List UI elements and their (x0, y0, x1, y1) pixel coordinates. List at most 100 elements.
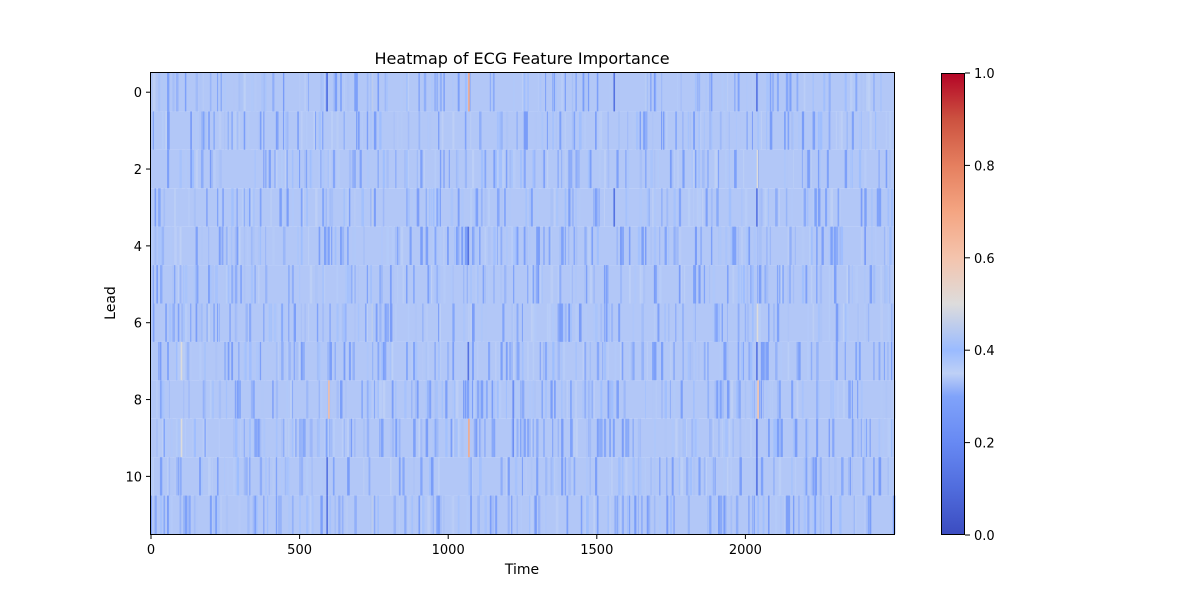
heatmap-cell (785, 495, 789, 534)
heatmap-cell (234, 303, 238, 342)
heatmap-cell (496, 226, 498, 266)
heatmap-cell (725, 149, 727, 189)
heatmap-cell (575, 418, 578, 458)
heatmap-cell (562, 303, 564, 342)
heatmap-cell (844, 149, 848, 189)
heatmap-cell (693, 380, 695, 419)
heatmap-cell (514, 418, 517, 458)
heatmap-cell (584, 380, 587, 419)
heatmap-cell (595, 111, 597, 150)
heatmap-cell (632, 341, 635, 381)
y-tick-label: 2 (134, 163, 142, 178)
heatmap-cell (354, 73, 357, 112)
heatmap-cell (261, 380, 265, 419)
heatmap-cell (306, 149, 308, 189)
heatmap-cell (764, 265, 767, 304)
heatmap-cell (377, 341, 380, 381)
heatmap-cell (381, 341, 383, 381)
heatmap-cell (470, 265, 472, 304)
heatmap-cell (318, 226, 321, 266)
heatmap-cell (855, 495, 857, 534)
heatmap-cell (878, 457, 882, 496)
heatmap-cell (644, 73, 648, 112)
heatmap-cell (393, 495, 397, 534)
heatmap-cell (500, 149, 503, 189)
heatmap-cell (159, 226, 163, 266)
heatmap-cell (329, 149, 331, 189)
heatmap-cell (873, 341, 875, 381)
heatmap-cell (200, 111, 204, 150)
heatmap-cell (710, 457, 713, 496)
heatmap-cell (573, 457, 576, 496)
heatmap-cell (268, 303, 271, 342)
heatmap-cell (653, 457, 656, 496)
heatmap-cell (710, 226, 713, 266)
heatmap-cell (245, 457, 248, 496)
heatmap-cell (869, 418, 871, 458)
heatmap-cell (400, 73, 403, 112)
heatmap-cell (323, 303, 327, 342)
heatmap-cell (204, 111, 207, 150)
heatmap-cell (858, 341, 861, 381)
heatmap-cell (625, 188, 628, 227)
heatmap-cell (220, 226, 223, 266)
heatmap-cell (889, 111, 892, 150)
heatmap-cell (866, 418, 868, 458)
heatmap-cell (340, 380, 343, 419)
heatmap-cell (652, 188, 654, 227)
heatmap-cell (744, 418, 747, 458)
heatmap-cell (653, 226, 657, 266)
heatmap-cell (354, 303, 356, 342)
heatmap-cell (805, 265, 808, 304)
heatmap-cell (243, 111, 246, 150)
heatmap-cell (299, 457, 302, 496)
heatmap-cell (759, 226, 762, 266)
heatmap-cell (325, 418, 329, 458)
heatmap-cell (830, 341, 833, 381)
heatmap-cell (801, 188, 803, 227)
heatmap-cell (256, 418, 258, 458)
heatmap-cell (366, 111, 369, 150)
heatmap-cell (595, 188, 598, 227)
heatmap-cell (175, 457, 178, 496)
heatmap-cell (327, 341, 329, 381)
colorbar-tick-label: 0.4 (974, 344, 995, 359)
heatmap-cell (539, 341, 541, 381)
heatmap-cell (791, 380, 794, 419)
heatmap-cell (757, 73, 759, 112)
heatmap-cell (500, 226, 503, 266)
heatmap-cell (570, 111, 573, 150)
heatmap-cell (275, 111, 279, 150)
heatmap-cell (266, 495, 269, 534)
heatmap-cell (643, 265, 646, 304)
heatmap-cell (714, 380, 717, 419)
heatmap-cell (767, 303, 770, 342)
heatmap-cell (183, 341, 185, 381)
heatmap-cell (534, 303, 537, 342)
heatmap-cell (341, 303, 344, 342)
heatmap-cell (864, 226, 867, 266)
heatmap-cell (216, 495, 220, 534)
heatmap-cell (167, 457, 169, 496)
heatmap-cell (218, 418, 220, 458)
heatmap-cell (316, 341, 319, 381)
heatmap-cell (521, 303, 523, 342)
heatmap-cell (195, 149, 198, 189)
heatmap-cell (384, 303, 387, 342)
heatmap-cell (814, 495, 816, 534)
heatmap-cell (507, 495, 510, 534)
heatmap-cell (275, 380, 279, 419)
heatmap-cell (677, 226, 679, 266)
heatmap-cell (682, 341, 684, 381)
heatmap-cell (491, 73, 494, 112)
heatmap-cell (609, 380, 612, 419)
heatmap-cell (571, 457, 574, 496)
heatmap-cell (819, 495, 823, 534)
heatmap-cell (493, 149, 496, 189)
heatmap-cell (678, 188, 682, 227)
heatmap-cell (389, 341, 391, 381)
heatmap-cell (559, 303, 562, 342)
heatmap-cell (810, 149, 812, 189)
heatmap-cell (609, 457, 611, 496)
heatmap-cell (261, 111, 263, 150)
